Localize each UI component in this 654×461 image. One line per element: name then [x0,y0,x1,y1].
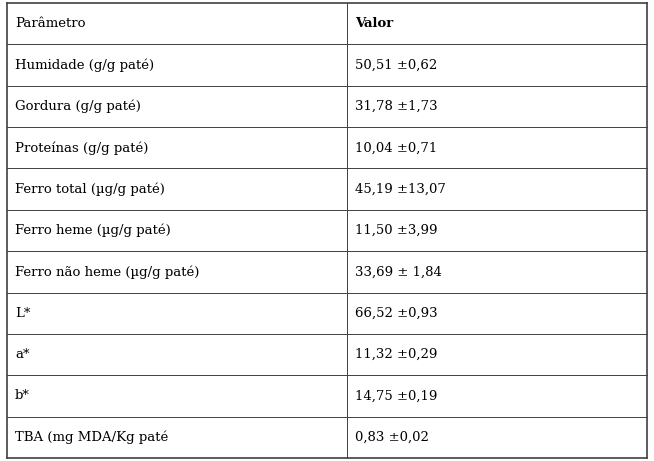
Text: 11,50 ±3,99: 11,50 ±3,99 [355,224,438,237]
Text: Humidade (g/g paté): Humidade (g/g paté) [15,58,154,72]
Text: 10,04 ±0,71: 10,04 ±0,71 [355,141,438,154]
Text: L*: L* [15,307,30,320]
Text: Proteínas (g/g paté): Proteínas (g/g paté) [15,141,148,154]
Text: 50,51 ±0,62: 50,51 ±0,62 [355,59,438,71]
Text: Ferro não heme (µg/g paté): Ferro não heme (µg/g paté) [15,265,199,278]
Text: TBA (mg MDA/Kg paté: TBA (mg MDA/Kg paté [15,431,168,444]
Text: 11,32 ±0,29: 11,32 ±0,29 [355,348,438,361]
Text: 31,78 ±1,73: 31,78 ±1,73 [355,100,438,113]
Text: 0,83 ±0,02: 0,83 ±0,02 [355,431,429,444]
Text: Parâmetro: Parâmetro [15,17,86,30]
Text: a*: a* [15,348,29,361]
Text: Valor: Valor [355,17,393,30]
Text: 66,52 ±0,93: 66,52 ±0,93 [355,307,438,320]
Text: b*: b* [15,390,30,402]
Text: Gordura (g/g paté): Gordura (g/g paté) [15,100,141,113]
Text: 14,75 ±0,19: 14,75 ±0,19 [355,390,438,402]
Text: Ferro heme (µg/g paté): Ferro heme (µg/g paté) [15,224,171,237]
Text: 33,69 ± 1,84: 33,69 ± 1,84 [355,266,442,278]
Text: 45,19 ±13,07: 45,19 ±13,07 [355,183,446,195]
Text: Ferro total (µg/g paté): Ferro total (µg/g paté) [15,183,165,196]
